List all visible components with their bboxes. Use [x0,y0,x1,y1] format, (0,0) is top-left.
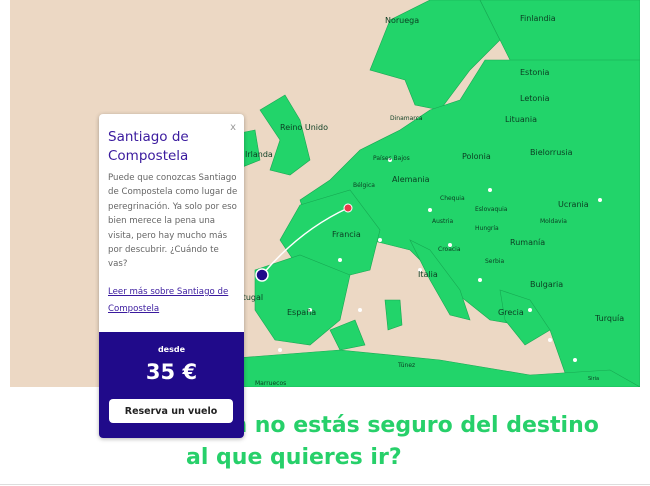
country-label: Rumanía [510,238,546,247]
country-label: Reino Unido [280,123,328,132]
destination-marker [255,268,269,282]
price: 35 € [145,360,198,384]
origin-marker [343,203,353,213]
country-label: Turquía [595,314,625,323]
country-label: Lituania [505,115,537,124]
country-label: Países Bajos [373,155,410,162]
country-label: Italia [418,270,438,279]
country-label: Hungría [475,225,499,232]
country-label: Austria [432,218,454,225]
country-label: Túnez [398,362,416,369]
read-more-link[interactable]: Leer más sobre Santiago de Compostela [108,287,229,314]
country-label: Francia [332,230,361,239]
country-label: Alemania [392,175,430,184]
destination-popup: Santiago de Compostela x Puede que conoz… [99,114,244,438]
country-label: Polonia [462,152,491,161]
country-label: Eslovaquia [475,206,508,213]
country-label: Portugal [230,293,264,302]
country-label: Grecia [498,308,524,317]
country-label: Marruecos [255,380,287,387]
country-label: Bulgaria [530,280,564,289]
close-icon[interactable]: x [230,122,236,133]
country-label: Chequia [440,195,465,202]
country-label: Serbia [485,258,505,265]
country-label: Finlandia [520,14,556,23]
page-heading: ¿Aún no estás seguro del destino al que … [186,413,599,470]
country-label: Bielorrusia [530,148,573,157]
country-label: Dinamarca [390,115,423,122]
map-land [209,0,640,387]
popup-description: Puede que conozcas Santiago de Compostel… [108,173,238,270]
country-label: España [287,308,317,317]
country-label: Letonia [520,94,550,103]
popup-title: Santiago de Compostela [108,129,189,164]
country-label: Irlanda [245,150,273,159]
country-label: Ucrania [558,200,589,209]
country-label: Moldavia [540,218,567,225]
book-flight-button[interactable]: Reserva un vuelo [109,399,233,423]
country-label: Croacia [438,246,461,253]
country-label: Noruega [385,16,420,25]
country-label: Bélgica [353,182,375,189]
country-label: Siria [588,376,600,382]
divider [0,484,650,485]
from-label: desde [157,345,186,354]
price-panel: desde 35 € Reserva un vuelo [99,332,244,438]
country-label: Estonia [520,68,550,77]
